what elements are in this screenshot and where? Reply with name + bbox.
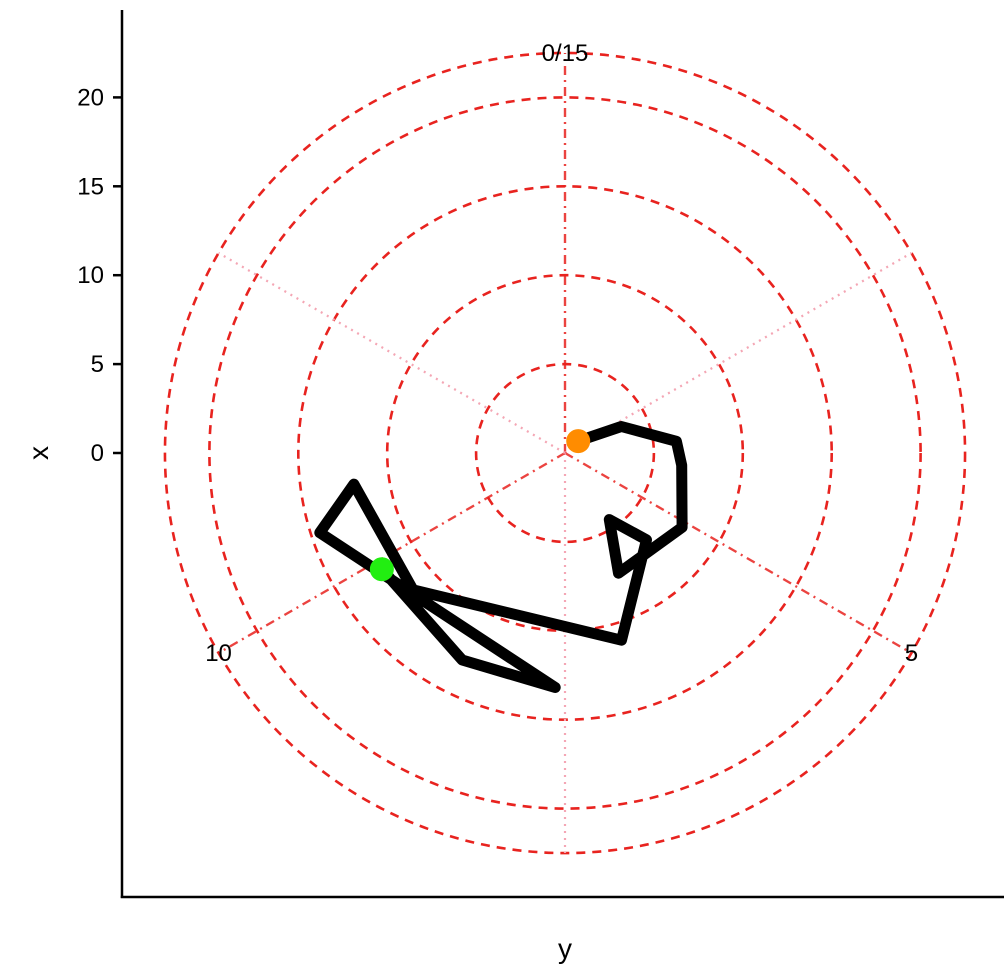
angle-label-1: 5 (905, 640, 918, 667)
r-tick-label-2: 10 (77, 262, 104, 289)
r-tick-label-3: 15 (77, 173, 104, 200)
angle-label-2: 10 (205, 640, 232, 667)
y-axis-title: x (23, 446, 54, 460)
angular-tick-labels: 0/15 5 10 (205, 40, 918, 667)
x-axis-title: y (558, 933, 572, 964)
endpoint-marker-1 (369, 557, 394, 582)
series-line-0 (314, 421, 688, 693)
angular-grid-spokes (217, 52, 913, 854)
grid-spoke-4 (217, 451, 566, 655)
radial-axis-ticks: 0 5 10 15 20 (77, 84, 122, 467)
r-tick-label-4: 20 (77, 84, 104, 111)
grid-spoke-2 (564, 451, 913, 655)
grid-ring-3 (208, 96, 922, 810)
data-series (314, 421, 688, 693)
endpoint-markers (369, 429, 591, 582)
endpoint-marker-0 (566, 429, 591, 454)
r-tick-label-0: 0 (91, 440, 104, 467)
angle-label-0: 0/15 (542, 40, 589, 67)
r-tick-label-1: 5 (91, 351, 104, 378)
